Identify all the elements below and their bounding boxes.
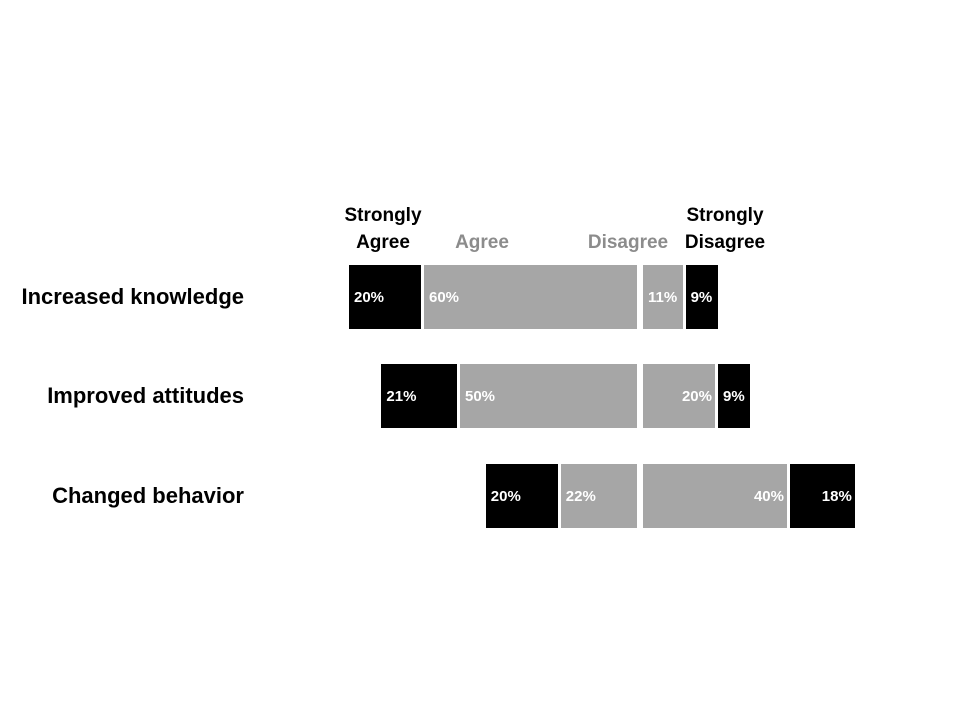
data-label-improved-attitudes-agree: 50% bbox=[465, 388, 496, 405]
data-label-improved-attitudes-strongly-agree: 21% bbox=[386, 388, 417, 405]
legend-header-line: Disagree bbox=[684, 232, 766, 253]
data-label-changed-behavior-disagree: 40% bbox=[753, 488, 784, 505]
row-label-changed-behavior: Changed behavior bbox=[52, 483, 244, 508]
legend-header-line: Strongly bbox=[686, 205, 764, 226]
legend-header-agree: Agree bbox=[422, 229, 542, 256]
data-label-improved-attitudes-disagree: 20% bbox=[681, 388, 712, 405]
row-label-increased-knowledge: Increased knowledge bbox=[21, 284, 244, 309]
data-label-improved-attitudes-strongly-disagree: 9% bbox=[723, 388, 745, 405]
bar-improved-attitudes-strongly-agree bbox=[381, 364, 457, 428]
data-label-increased-knowledge-disagree: 11% bbox=[648, 289, 678, 306]
legend-header-disagree: Disagree bbox=[568, 229, 688, 256]
legend-header-line: Strongly bbox=[344, 205, 422, 226]
bar-changed-behavior-strongly-agree bbox=[485, 464, 558, 528]
legend-header-line: Agree bbox=[356, 232, 410, 253]
legend-header-strongly-agree: Strongly Agree bbox=[323, 202, 443, 256]
bar-changed-behavior-agree bbox=[560, 464, 637, 528]
legend-header-strongly-disagree: Strongly Disagree bbox=[665, 202, 785, 256]
data-label-changed-behavior-strongly-agree: 20% bbox=[490, 488, 521, 505]
data-label-increased-knowledge-strongly-agree: 20% bbox=[354, 289, 385, 306]
bar-changed-behavior-strongly-disagree bbox=[790, 464, 855, 528]
bar-improved-attitudes-strongly-disagree bbox=[718, 364, 751, 428]
data-label-increased-knowledge-agree: 60% bbox=[429, 289, 460, 306]
data-label-increased-knowledge-strongly-disagree: 9% bbox=[690, 289, 713, 306]
bar-increased-knowledge-strongly-disagree bbox=[685, 265, 718, 329]
bar-increased-knowledge-strongly-agree bbox=[349, 265, 421, 329]
data-label-changed-behavior-strongly-disagree: 18% bbox=[821, 488, 852, 505]
bar-improved-attitudes-disagree bbox=[643, 364, 715, 428]
bar-increased-knowledge-disagree bbox=[643, 265, 683, 329]
bar-increased-knowledge-agree bbox=[424, 265, 637, 329]
bar-changed-behavior-disagree bbox=[643, 464, 787, 528]
row-label-improved-attitudes: Improved attitudes bbox=[47, 383, 244, 408]
data-label-changed-behavior-agree: 22% bbox=[565, 488, 596, 505]
legend-header-line: Agree bbox=[455, 232, 509, 253]
legend-header-line: Disagree bbox=[587, 232, 669, 253]
bar-improved-attitudes-agree bbox=[460, 364, 637, 428]
